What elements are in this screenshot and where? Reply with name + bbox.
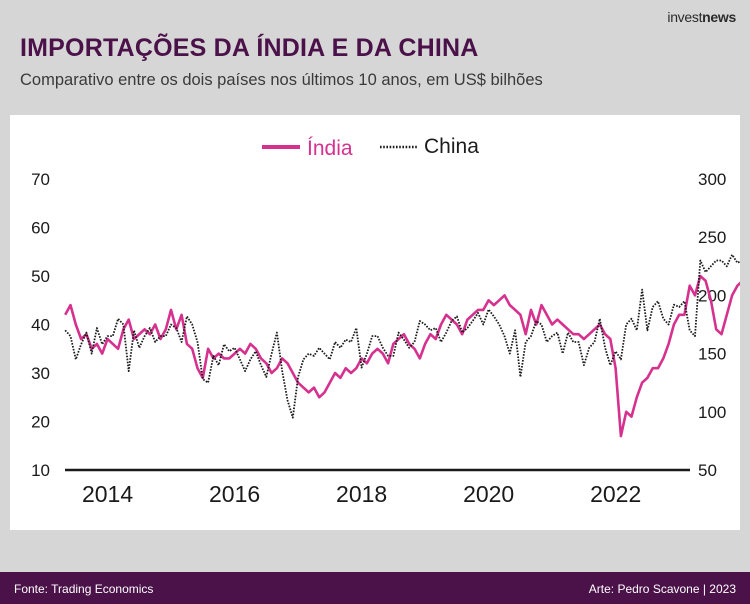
- y-right-tick-label: 150: [698, 345, 726, 364]
- y-left-tick-label: 70: [31, 170, 50, 189]
- series-line-india: [64, 274, 740, 438]
- y-left-tick-label: 50: [31, 267, 50, 286]
- chart-panel: Índia China 10 20 30 40 50 60 70 50 100 150 200 250…: [10, 115, 740, 530]
- y-right-tick-label: 250: [698, 228, 726, 247]
- y-right-tick-label: 300: [698, 170, 726, 189]
- x-tick-label: 2016: [209, 481, 260, 507]
- y-left-tick-label: 30: [31, 364, 50, 383]
- y-right-tick-label: 200: [698, 286, 726, 305]
- legend: Índia China: [262, 135, 479, 160]
- y-left-tick-label: 60: [31, 219, 50, 238]
- y-left-tick-label: 10: [31, 461, 50, 480]
- x-tick-label: 2022: [590, 481, 641, 507]
- chart-subtitle: Comparativo entre os dois países nos últ…: [20, 71, 543, 89]
- legend-india-label: Índia: [307, 137, 353, 160]
- source-text: Fonte: Trading Economics: [14, 582, 154, 596]
- x-tick-label: 2020: [463, 481, 514, 507]
- y-left-tick-label: 20: [31, 413, 50, 432]
- y-right-tick-label: 50: [698, 461, 717, 480]
- series-line-china: [64, 253, 740, 419]
- footer: Fonte: Trading Economics Arte: Pedro Sca…: [0, 572, 750, 604]
- chart-title: IMPORTAÇÕES DA ÍNDIA E DA CHINA: [20, 34, 479, 62]
- investnews-logo: investnews: [667, 9, 736, 25]
- x-tick-label: 2014: [82, 481, 133, 507]
- y-right-tick-label: 100: [698, 403, 726, 422]
- x-tick-label: 2018: [336, 481, 387, 507]
- credit-text: Arte: Pedro Scavone | 2023: [588, 582, 736, 596]
- chart-svg: Índia China 10 20 30 40 50 60 70 50 100 150 200 250…: [31, 135, 740, 507]
- y-left-tick-label: 40: [31, 316, 50, 335]
- legend-china-label: China: [424, 135, 479, 158]
